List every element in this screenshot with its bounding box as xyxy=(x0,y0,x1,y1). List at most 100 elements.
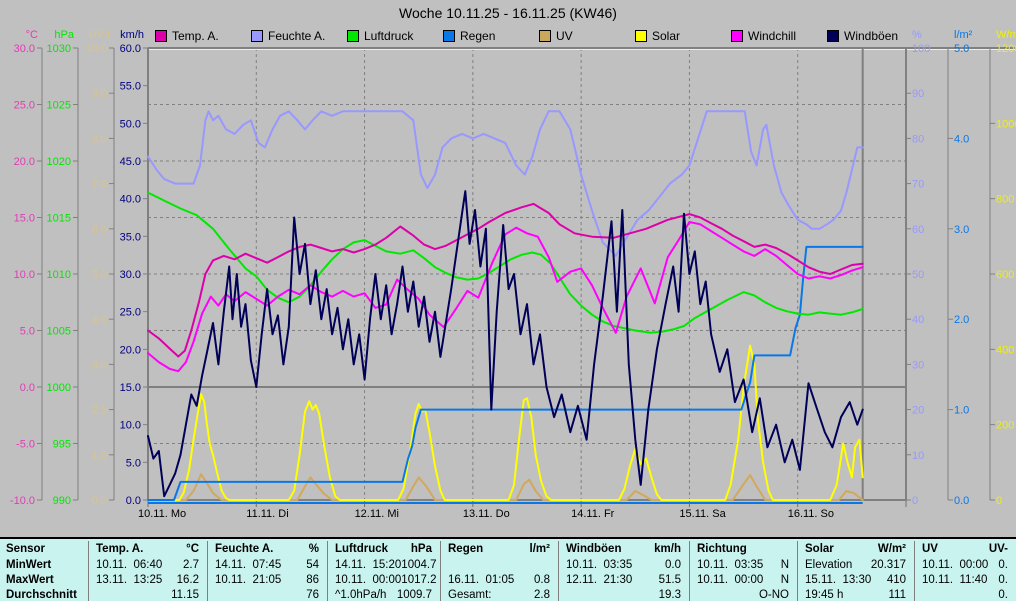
column-header-cell: UV UV- xyxy=(914,541,1016,558)
stat-cell: 10.11. 06:40 2.7 xyxy=(88,558,207,573)
column-header-cell: Temp. A. °C xyxy=(88,541,207,558)
axis-tick-label: 5.0 xyxy=(20,326,35,338)
axis-tick-label: 1015 xyxy=(47,213,71,225)
stat-cell: 19.3 xyxy=(558,588,689,601)
axis-tick-label: 80 xyxy=(912,133,924,145)
stat-cell: 10.11. 03:35 N xyxy=(689,558,797,573)
axis-tick-label: 4.0 xyxy=(92,314,107,326)
stat-cell-value: 0. xyxy=(998,574,1008,586)
axis-tick-label: 1010 xyxy=(47,269,71,281)
column-header-cell: Feuchte A.% xyxy=(207,541,327,558)
x-axis: 10.11. Mo 11.11. Di 12.11. Mi 13.11. Do 14.1… xyxy=(138,500,907,520)
stat-cell-label: 14.11. 07:45 xyxy=(215,559,282,571)
stat-cell-value: 0.0 xyxy=(665,559,681,571)
legend-item-regen: Regen xyxy=(443,29,495,43)
legend-label: Luftdruck xyxy=(364,29,414,43)
axis-tick-label: 7.0 xyxy=(92,179,107,191)
column-header-cell: Luftdruck hPa xyxy=(327,541,440,558)
axis-tick-label: 20.0 xyxy=(120,344,141,356)
legend-label: Solar xyxy=(652,29,681,43)
stat-cell-value: O-NO xyxy=(758,589,789,601)
axis-tick-label: 0.0 xyxy=(20,382,35,394)
stat-cell-label: Feuchte A. xyxy=(215,543,274,555)
series-windchill xyxy=(147,221,864,373)
table-row: Durchschnitt 11.15 76 ^1.0hPa/h 1009.7 Gesamt… xyxy=(0,588,1016,601)
stat-cell-value: hPa xyxy=(410,543,432,555)
axis-tick-label: 9.0 xyxy=(92,88,107,100)
axis-tick-label: 0 xyxy=(996,495,1002,507)
axis-tick-label: 10.0 xyxy=(120,420,141,432)
legend-label: Windböen xyxy=(844,29,899,43)
axis-tick-label: 50.0 xyxy=(120,118,141,130)
axis-tick-label: 25.0 xyxy=(120,307,141,319)
axis-tick-label: 45.0 xyxy=(120,156,141,168)
stat-cell-label: 19:45 h xyxy=(805,589,844,601)
axis-tick-label: 1200 xyxy=(996,43,1016,55)
axis-unit-label: km/h xyxy=(120,29,144,41)
axis-tick-label: 55.0 xyxy=(120,81,141,93)
stat-cell-value: 0. xyxy=(998,589,1008,601)
stat-cell-label: Richtung xyxy=(697,543,747,555)
axis-tick-label: -5.0 xyxy=(16,439,35,451)
legend-label: Temp. A. xyxy=(172,29,219,43)
legend-swatch-solar xyxy=(635,30,647,42)
axis-tick-label: 15.0 xyxy=(14,213,35,225)
row-label: Durchschnitt xyxy=(6,589,77,601)
axis-tick-label: 10 xyxy=(912,450,924,462)
stat-cell: 15.11. 13:30 410 xyxy=(797,573,914,588)
axis-tick-label: 90 xyxy=(912,88,924,100)
axis-tick-label: 1020 xyxy=(47,156,71,168)
stat-cell-label: 10.11. 00:00 xyxy=(922,559,989,571)
stat-cell-value: 20.317 xyxy=(870,559,906,571)
axis-tick-label: 60 xyxy=(912,224,924,236)
weather-chart: 30.025.020.015.010.05.00.0-5.0-10.0°C103… xyxy=(10,29,1016,520)
column-header-cell: Windböen km/h xyxy=(558,541,689,558)
axis-tick-label: 15.0 xyxy=(120,382,141,394)
series-uv xyxy=(147,473,864,501)
axis-tick-label: -10.0 xyxy=(10,495,35,507)
stat-cell-label: 14.11. 15:20 xyxy=(335,559,402,571)
axis-tick-label: 3.0 xyxy=(92,359,107,371)
axis-unit-label: UV-I xyxy=(89,29,110,41)
axis-tick-label: 0 xyxy=(912,495,918,507)
axis-tick-label: 600 xyxy=(996,269,1014,281)
stat-cell-label: 16.11. 01:05 xyxy=(448,574,515,586)
row-label: MaxWert xyxy=(6,574,54,586)
legend-item-solar: Solar xyxy=(635,29,680,43)
x-axis-day-label: 16.11. So xyxy=(788,508,834,520)
stat-cell-label: Windböen xyxy=(566,543,622,555)
axis-tick-label: 40.0 xyxy=(120,194,141,206)
stat-cell-value: 0.8 xyxy=(534,574,550,586)
legend-item-luftdruck: Luftdruck xyxy=(347,29,413,43)
legend-swatch-luftdruck xyxy=(347,30,359,42)
axis-tick-label: 20.0 xyxy=(14,156,35,168)
axis-tick-label: 10.0 xyxy=(14,269,35,281)
stat-cell xyxy=(440,558,558,573)
stat-cell: 16.11. 01:05 0.8 xyxy=(440,573,558,588)
axis-unit-label: W/m² xyxy=(996,29,1016,41)
axis-tick-label: 5.0 xyxy=(126,457,141,469)
axis-unit-label: % xyxy=(912,29,922,41)
x-axis-day-label: 10.11. Mo xyxy=(138,508,186,520)
chart-legend: Temp. A. Feuchte A. Luftdruck Regen UV Solar W… xyxy=(0,29,1016,45)
stat-cell-label: 15.11. 13:30 xyxy=(805,574,872,586)
stat-cell-value: 86 xyxy=(306,574,319,586)
stat-cell-label: 10.11. 03:35 xyxy=(697,559,764,571)
stat-cell-label: 12.11. 21:30 xyxy=(566,574,633,586)
stat-cell-label: 10.11. 03:35 xyxy=(566,559,633,571)
legend-item-windchill: Windchill xyxy=(731,29,796,43)
series-lines xyxy=(147,110,864,501)
axis-tick-label: 995 xyxy=(53,439,71,451)
stat-cell-value: W/m² xyxy=(877,543,906,555)
axis-tick-label: 0.0 xyxy=(92,495,107,507)
stat-cell-label: 10.11. 06:40 xyxy=(96,559,163,571)
axis-tick-label: 5.0 xyxy=(954,43,969,55)
table-row: MinWert 10.11. 06:40 2.7 14.11. 07:45 54 14.1… xyxy=(0,558,1016,573)
row-label: Sensor xyxy=(6,543,45,555)
axis-tick-label: 0.0 xyxy=(954,495,969,507)
stat-cell-label: 10.11. 11:40 xyxy=(922,574,988,586)
stat-cell-value: 54 xyxy=(306,559,319,571)
legend-swatch-regen xyxy=(443,30,455,42)
legend-swatch-windboeen xyxy=(827,30,839,42)
